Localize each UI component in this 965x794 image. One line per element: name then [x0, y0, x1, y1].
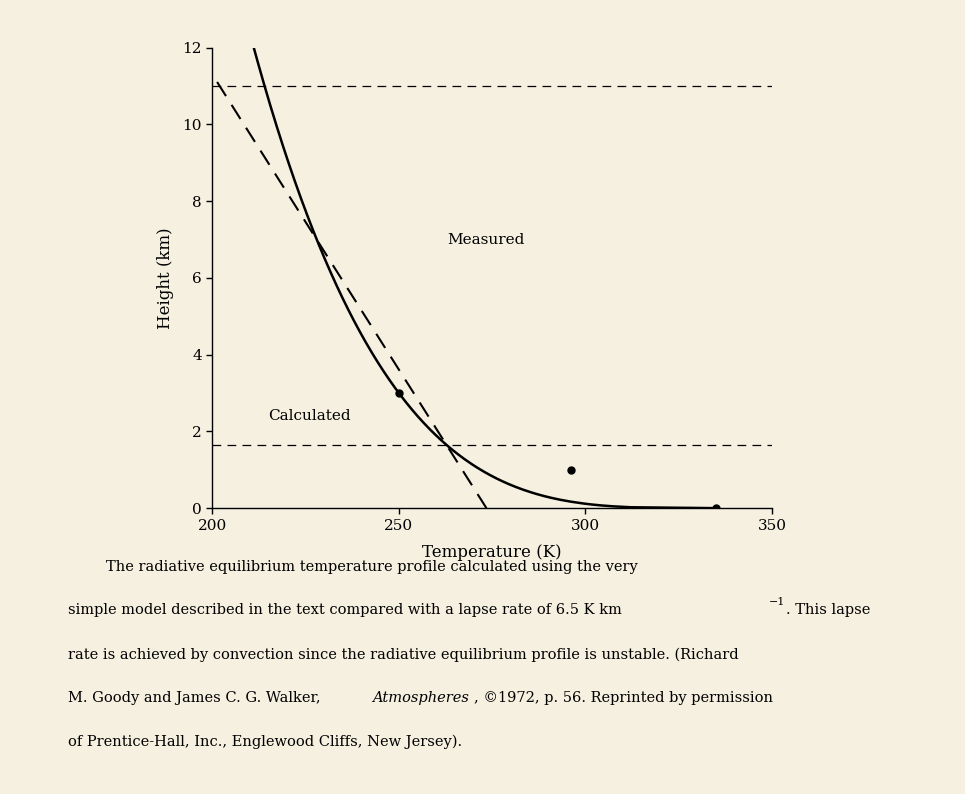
Text: Atmospheres: Atmospheres: [372, 691, 469, 705]
Text: The radiative equilibrium temperature profile calculated using the very: The radiative equilibrium temperature pr…: [106, 560, 638, 574]
Y-axis label: Height (km): Height (km): [157, 227, 174, 329]
Text: rate is achieved by convection since the radiative equilibrium profile is unstab: rate is achieved by convection since the…: [68, 647, 738, 661]
Text: Calculated: Calculated: [268, 409, 351, 423]
Text: Measured: Measured: [448, 233, 525, 246]
Text: of Prentice-Hall, Inc., Englewood Cliffs, New Jersey).: of Prentice-Hall, Inc., Englewood Cliffs…: [68, 734, 461, 749]
X-axis label: Temperature (K): Temperature (K): [423, 544, 562, 561]
Text: M. Goody and James C. G. Walker,: M. Goody and James C. G. Walker,: [68, 691, 325, 705]
Text: . This lapse: . This lapse: [786, 603, 870, 618]
Text: simple model described in the text compared with a lapse rate of 6.5 K km: simple model described in the text compa…: [68, 603, 621, 618]
Text: , ©1972, p. 56. Reprinted by permission: , ©1972, p. 56. Reprinted by permission: [474, 691, 773, 705]
Text: −1: −1: [769, 597, 786, 607]
